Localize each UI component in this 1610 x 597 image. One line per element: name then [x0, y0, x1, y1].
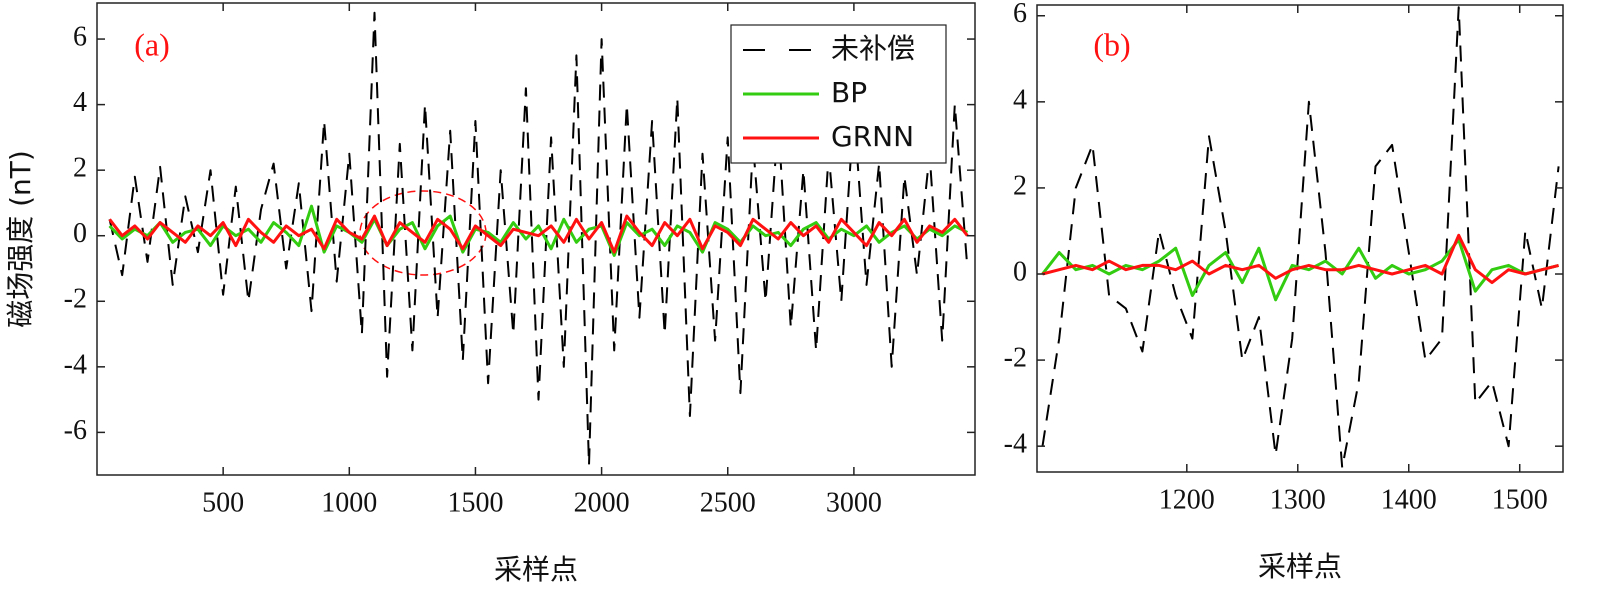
x-tick-label: 2500	[700, 487, 756, 518]
x-tick-label: 500	[202, 487, 244, 518]
data-line	[108, 214, 969, 254]
data-line	[1041, 6, 1560, 469]
legend-label: GRNN	[831, 120, 914, 153]
y-tick-label: 6	[73, 21, 87, 52]
y-tick-label: -2	[1004, 343, 1027, 374]
y-tick-label: 6	[1013, 0, 1027, 29]
x-tick-label: 1500	[1492, 484, 1548, 515]
y-tick-label: 4	[1013, 84, 1027, 115]
y-axis-label: 磁场强度 (nT)	[4, 150, 37, 328]
data-line	[108, 204, 969, 257]
x-tick-label: 1500	[447, 487, 503, 518]
y-tick-label: -2	[64, 284, 87, 315]
x-tick-label: 2000	[574, 487, 630, 518]
y-tick-label: -4	[64, 349, 87, 380]
axes-frame	[96, 2, 976, 476]
y-tick-label: 4	[73, 87, 87, 118]
x-tick-label: 1200	[1159, 484, 1215, 515]
plot-area	[1041, 6, 1560, 469]
data-line	[108, 11, 969, 467]
y-tick-label: 2	[1013, 170, 1027, 201]
panel-label: (a)	[134, 26, 170, 62]
x-axis-label: 采样点	[1258, 550, 1342, 583]
data-line	[1041, 238, 1559, 302]
y-tick-label: 0	[1013, 256, 1027, 287]
legend-label: BP	[831, 76, 867, 109]
y-tick-label: 2	[73, 153, 87, 184]
x-axis-label: 采样点	[494, 553, 578, 586]
y-tick-label: 0	[73, 218, 87, 249]
x-tick-label: 1300	[1270, 484, 1326, 515]
legend-label: 未补偿	[831, 32, 915, 65]
x-tick-label: 3000	[826, 487, 882, 518]
y-tick-label: -4	[1004, 429, 1027, 460]
data-line	[1042, 233, 1559, 285]
plot-area	[108, 11, 969, 467]
axes-frame	[1036, 4, 1564, 473]
x-tick-label: 1000	[321, 487, 377, 518]
panel-label: (b)	[1093, 26, 1130, 62]
y-tick-label: -6	[64, 415, 87, 446]
x-tick-label: 1400	[1381, 484, 1437, 515]
highlight-ellipse	[359, 190, 487, 276]
